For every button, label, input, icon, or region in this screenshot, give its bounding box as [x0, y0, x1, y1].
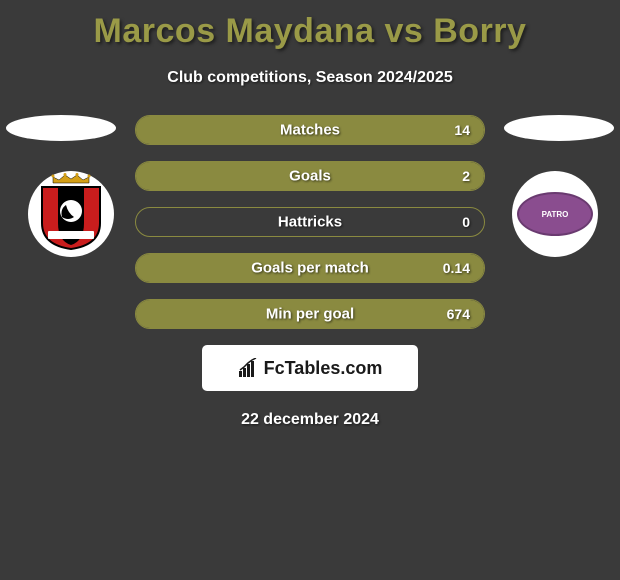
- shield-icon: [40, 183, 102, 251]
- stat-row-goals-per-match: Goals per match 0.14: [135, 253, 485, 283]
- stat-value-right: 0.14: [443, 260, 470, 276]
- player-ellipse-right: [504, 115, 614, 141]
- stat-value-right: 0: [462, 214, 470, 230]
- player-ellipse-left: [6, 115, 116, 141]
- stat-row-goals: Goals 2: [135, 161, 485, 191]
- stats-container: Matches 14 Goals 2 Hattricks 0 Goals per…: [135, 115, 485, 329]
- fctables-logo-box: FcTables.com: [202, 345, 418, 391]
- badge-right-label: PATRO: [542, 210, 569, 219]
- team-badge-left: [28, 171, 114, 257]
- stat-label: Goals: [289, 168, 331, 185]
- stat-value-right: 14: [454, 122, 470, 138]
- stat-value-right: 2: [462, 168, 470, 184]
- comparison-date: 22 december 2024: [0, 411, 620, 429]
- stat-label: Goals per match: [251, 260, 369, 277]
- stat-row-min-per-goal: Min per goal 674: [135, 299, 485, 329]
- stat-label: Hattricks: [278, 214, 342, 231]
- stat-label: Matches: [280, 122, 340, 139]
- stat-value-right: 674: [447, 306, 470, 322]
- team-badge-right-oval: PATRO: [517, 192, 593, 236]
- comparison-title: Marcos Maydana vs Borry: [0, 0, 620, 51]
- stat-row-matches: Matches 14: [135, 115, 485, 145]
- stat-row-hattricks: Hattricks 0: [135, 207, 485, 237]
- team-badge-left-shield: [36, 175, 106, 253]
- team-badge-right: PATRO: [512, 171, 598, 257]
- stat-label: Min per goal: [266, 306, 354, 323]
- bars-icon: [238, 358, 260, 378]
- comparison-content: PATRO Matches 14 Goals 2 Hattricks 0 Goa…: [0, 115, 620, 429]
- logo-label: FcTables.com: [264, 358, 383, 379]
- fctables-logo: FcTables.com: [238, 358, 383, 379]
- comparison-subtitle: Club competitions, Season 2024/2025: [0, 69, 620, 87]
